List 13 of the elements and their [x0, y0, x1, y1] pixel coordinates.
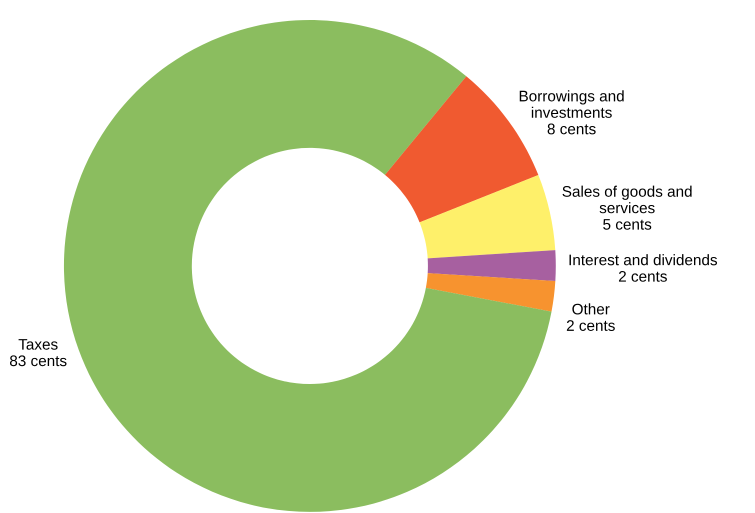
donut-slice [420, 175, 556, 258]
data-label: 5 cents [603, 219, 652, 230]
donut-slice [426, 273, 556, 312]
slice-label: Sales of goods and services [562, 186, 692, 214]
data-label: 2 cents [566, 320, 615, 331]
slice-label: Interest and dividends [570, 254, 718, 266]
data-label: 83 cents [10, 355, 67, 366]
data-label: 2 cents [618, 270, 667, 282]
data-label: 8 cents [548, 124, 596, 134]
slice-label: Borrowings and investments [520, 90, 624, 118]
donut-slice [428, 250, 556, 281]
slice-label: Taxes [18, 339, 58, 350]
slice-label: Other [572, 303, 610, 315]
